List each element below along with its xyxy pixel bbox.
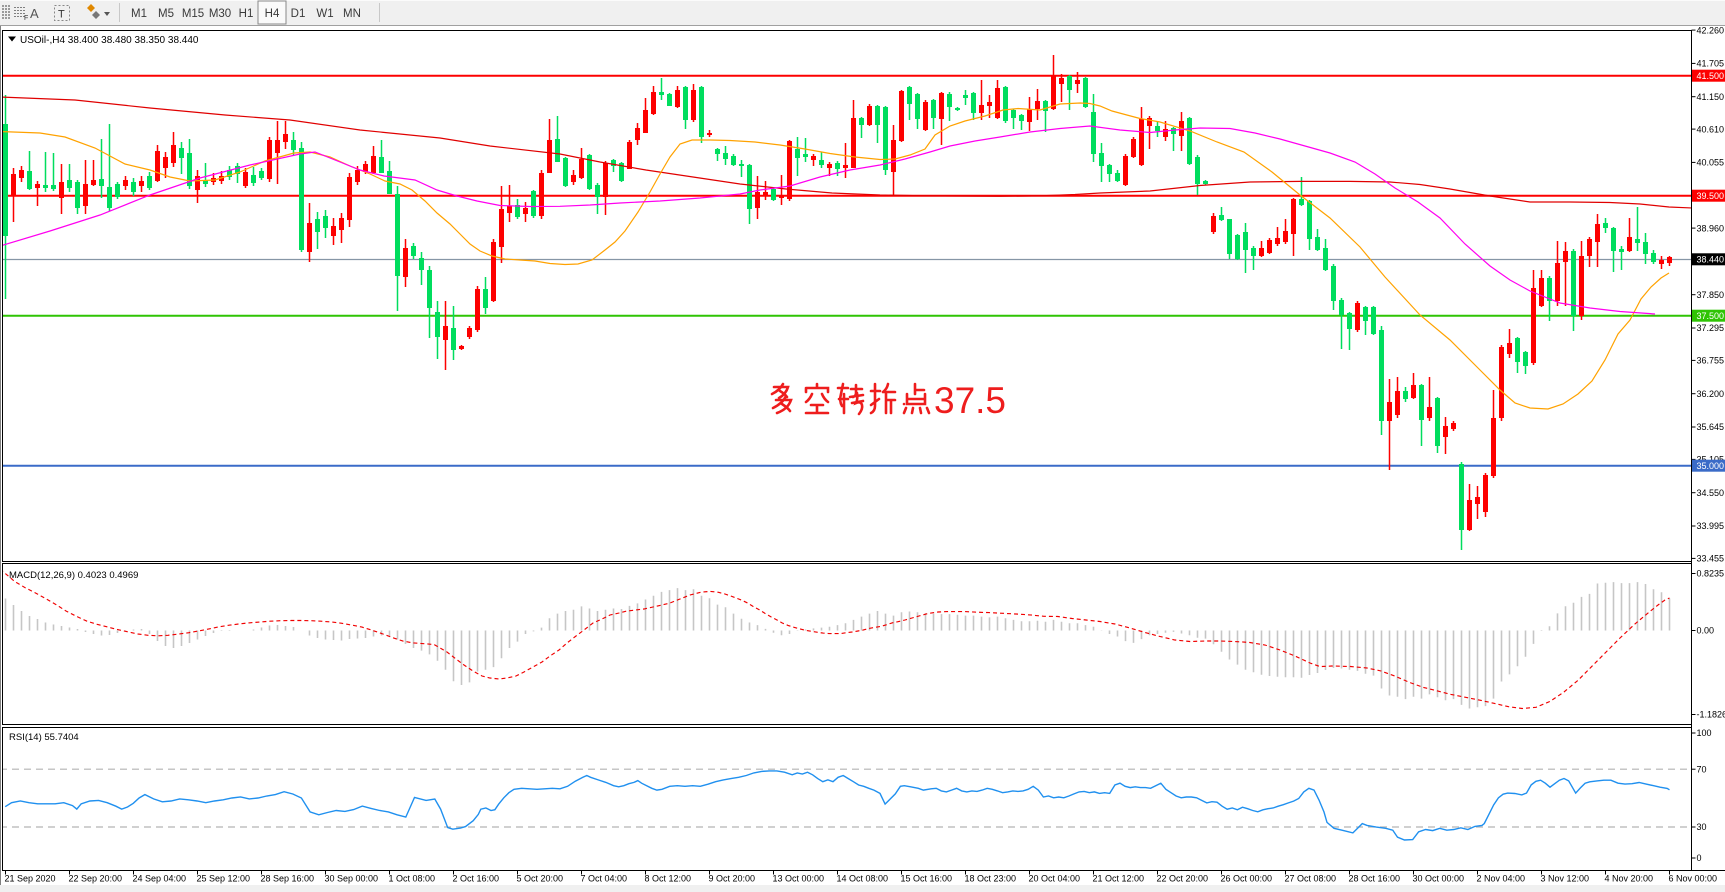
svg-text:H1: H1	[239, 8, 254, 20]
svg-text:-1.1826: -1.1826	[1697, 710, 1725, 720]
svg-text:0.8235: 0.8235	[1697, 569, 1725, 579]
svg-text:36.755: 36.755	[1697, 356, 1725, 366]
svg-text:40.055: 40.055	[1697, 158, 1725, 168]
svg-text:18 Oct 23:00: 18 Oct 23:00	[965, 874, 1017, 884]
svg-text:4 Nov 20:00: 4 Nov 20:00	[1605, 874, 1654, 884]
svg-text:33.455: 33.455	[1697, 554, 1725, 564]
svg-text:2 Nov 04:00: 2 Nov 04:00	[1477, 874, 1526, 884]
svg-text:7 Oct 04:00: 7 Oct 04:00	[581, 874, 628, 884]
svg-text:14 Oct 08:00: 14 Oct 08:00	[837, 874, 889, 884]
svg-text:21 Oct 12:00: 21 Oct 12:00	[1093, 874, 1145, 884]
svg-text:42.260: 42.260	[1697, 25, 1725, 35]
svg-text:1 Oct 08:00: 1 Oct 08:00	[389, 874, 436, 884]
svg-text:28 Oct 16:00: 28 Oct 16:00	[1349, 874, 1401, 884]
svg-text:30: 30	[1697, 822, 1707, 832]
svg-text:37.5: 37.5	[934, 380, 1006, 421]
svg-text:26 Oct 00:00: 26 Oct 00:00	[1221, 874, 1273, 884]
svg-text:MN: MN	[343, 8, 361, 20]
svg-text:37.850: 37.850	[1697, 290, 1725, 300]
svg-text:25 Sep 12:00: 25 Sep 12:00	[197, 874, 251, 884]
svg-text:F: F	[24, 15, 28, 22]
svg-text:D1: D1	[291, 8, 306, 20]
svg-text:30 Oct 00:00: 30 Oct 00:00	[1413, 874, 1465, 884]
svg-text:W1: W1	[316, 8, 333, 20]
svg-text:5 Oct 20:00: 5 Oct 20:00	[517, 874, 564, 884]
svg-text:30 Sep 00:00: 30 Sep 00:00	[325, 874, 379, 884]
svg-text:28 Sep 16:00: 28 Sep 16:00	[261, 874, 315, 884]
svg-text:70: 70	[1697, 764, 1707, 774]
svg-text:22 Sep 20:00: 22 Sep 20:00	[69, 874, 123, 884]
svg-text:9 Oct 20:00: 9 Oct 20:00	[709, 874, 756, 884]
svg-text:100: 100	[1697, 728, 1712, 738]
svg-text:38.960: 38.960	[1697, 223, 1725, 233]
svg-text:41.150: 41.150	[1697, 92, 1725, 102]
svg-text:M15: M15	[182, 8, 204, 20]
svg-text:15 Oct 16:00: 15 Oct 16:00	[901, 874, 953, 884]
svg-text:13 Oct 00:00: 13 Oct 00:00	[773, 874, 825, 884]
svg-text:A: A	[30, 6, 39, 21]
svg-text:27 Oct 08:00: 27 Oct 08:00	[1285, 874, 1337, 884]
svg-text:M5: M5	[158, 8, 174, 20]
svg-text:20 Oct 04:00: 20 Oct 04:00	[1029, 874, 1081, 884]
svg-text:8 Oct 12:00: 8 Oct 12:00	[645, 874, 692, 884]
svg-text:2 Oct 16:00: 2 Oct 16:00	[453, 874, 500, 884]
svg-text:21 Sep 2020: 21 Sep 2020	[5, 874, 56, 884]
svg-text:41.500: 41.500	[1697, 71, 1725, 81]
svg-text:34.550: 34.550	[1697, 488, 1725, 498]
svg-text:37.295: 37.295	[1697, 323, 1725, 333]
svg-text:H4: H4	[265, 8, 280, 20]
svg-text:38.440: 38.440	[1697, 255, 1725, 265]
svg-text:MACD(12,26,9) 0.4023 0.4969: MACD(12,26,9) 0.4023 0.4969	[9, 570, 138, 581]
svg-text:M30: M30	[209, 8, 231, 20]
svg-text:0: 0	[1697, 853, 1702, 863]
svg-text:0.00: 0.00	[1697, 626, 1715, 636]
svg-text:3 Nov 12:00: 3 Nov 12:00	[1541, 874, 1590, 884]
svg-text:22 Oct 20:00: 22 Oct 20:00	[1157, 874, 1209, 884]
svg-text:USOil-,H4 38.400 38.480 38.35: USOil-,H4 38.400 38.480 38.350 38.440	[20, 35, 199, 46]
svg-text:M1: M1	[131, 8, 147, 20]
svg-text:35.105: 35.105	[1697, 455, 1725, 465]
svg-text:41.705: 41.705	[1697, 59, 1725, 69]
svg-text:T: T	[58, 9, 65, 21]
svg-text:6 Nov 00:00: 6 Nov 00:00	[1669, 874, 1718, 884]
svg-text:39.500: 39.500	[1697, 191, 1725, 201]
svg-text:37.500: 37.500	[1697, 311, 1725, 321]
svg-text:35.000: 35.000	[1697, 461, 1725, 471]
svg-text:24 Sep 04:00: 24 Sep 04:00	[133, 874, 187, 884]
svg-text:RSI(14) 55.7404: RSI(14) 55.7404	[9, 732, 79, 743]
svg-text:36.200: 36.200	[1697, 389, 1725, 399]
svg-text:35.645: 35.645	[1697, 422, 1725, 432]
svg-text:40.610: 40.610	[1697, 124, 1725, 134]
svg-text:33.995: 33.995	[1697, 521, 1725, 531]
